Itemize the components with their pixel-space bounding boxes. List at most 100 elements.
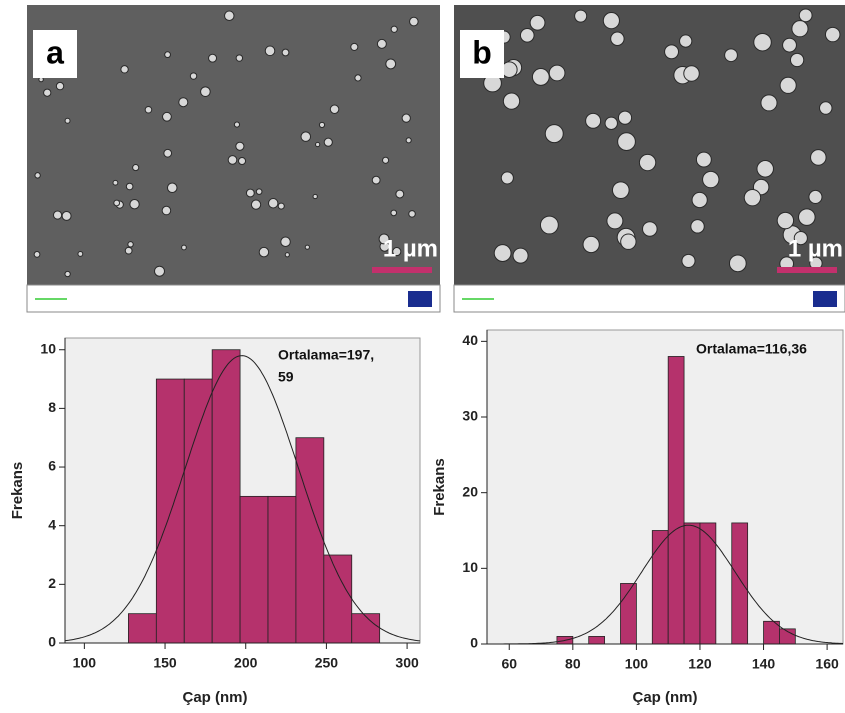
x-tick-label: 120 [688,656,712,672]
y-tick-label: 0 [470,635,478,651]
particle [691,191,708,209]
particle [323,137,333,147]
particle [617,132,636,152]
particle [250,199,262,210]
particle [33,251,41,258]
particle [258,246,270,258]
particle [178,97,189,108]
particle [277,202,285,210]
particle [500,171,514,185]
particle [354,74,362,82]
particle [743,188,762,207]
particle [312,193,318,200]
x-tick-label: 150 [153,655,177,671]
particle [55,81,65,91]
particle [724,48,738,63]
info-bar [453,284,845,313]
particle [181,244,187,251]
particle [544,124,564,144]
particle [113,199,121,207]
particle [163,148,173,158]
particle [208,53,218,63]
particle [52,210,63,220]
particle [264,45,276,57]
particle [531,68,550,86]
particle [819,101,833,115]
x-tick-label: 250 [315,655,339,671]
x-tick-label: 60 [501,656,517,672]
particle [695,151,712,168]
particle [681,253,696,268]
sem-image [27,5,440,285]
particle [642,221,658,237]
particle [502,92,521,110]
particle [255,188,263,195]
particle [166,182,178,194]
label-box [460,30,504,78]
particle [810,149,827,166]
bar [295,437,325,644]
particle [385,58,397,70]
particle [702,170,720,189]
particle [329,104,340,114]
panel-label: a [46,34,64,70]
particle [782,37,797,53]
particle [189,72,198,80]
particle [224,10,235,22]
particle [304,244,310,250]
particle [548,64,566,82]
particle [162,111,172,122]
particle [371,175,381,185]
annotation: Ortalama=116,36 [696,341,807,357]
particle [493,244,512,262]
x-tick-label: 100 [73,655,97,671]
particle [776,211,795,230]
particle [235,54,244,62]
particle [529,14,546,31]
particle [664,44,680,60]
particle [245,188,255,198]
particle [376,38,387,49]
y-axis-label: Frekans [431,458,448,516]
annotation: Ortalama=197, [278,347,374,363]
particle [390,25,398,33]
y-tick-label: 2 [48,575,56,591]
fit-curve [64,355,421,642]
particle [690,219,705,234]
particle [760,94,778,112]
particle [281,48,290,57]
particle [161,205,172,216]
particle [638,153,657,172]
y-tick-label: 4 [48,516,56,532]
particle [512,247,529,264]
particle [611,181,630,199]
bar [323,554,353,644]
particle [574,9,588,23]
particle [378,233,390,245]
particle [585,112,602,129]
bar [239,495,269,644]
scale-bar-label: 1 µm [788,235,843,262]
x-axis-label: Çap (nm) [633,689,698,706]
particle [280,236,291,248]
particle [61,210,72,221]
x-tick-label: 140 [752,656,776,672]
bar [588,636,606,645]
particle [64,117,71,124]
particle [604,116,618,130]
bar [683,522,701,645]
particle [519,27,535,43]
particle [144,105,153,114]
particle [789,52,805,68]
particle [233,121,241,128]
particle [124,246,133,255]
particle [683,65,700,82]
particle [200,86,211,97]
particle [728,254,747,273]
particle [127,241,134,248]
logo [408,291,432,307]
bar [667,356,685,645]
bar [731,522,749,645]
particle [390,209,398,217]
